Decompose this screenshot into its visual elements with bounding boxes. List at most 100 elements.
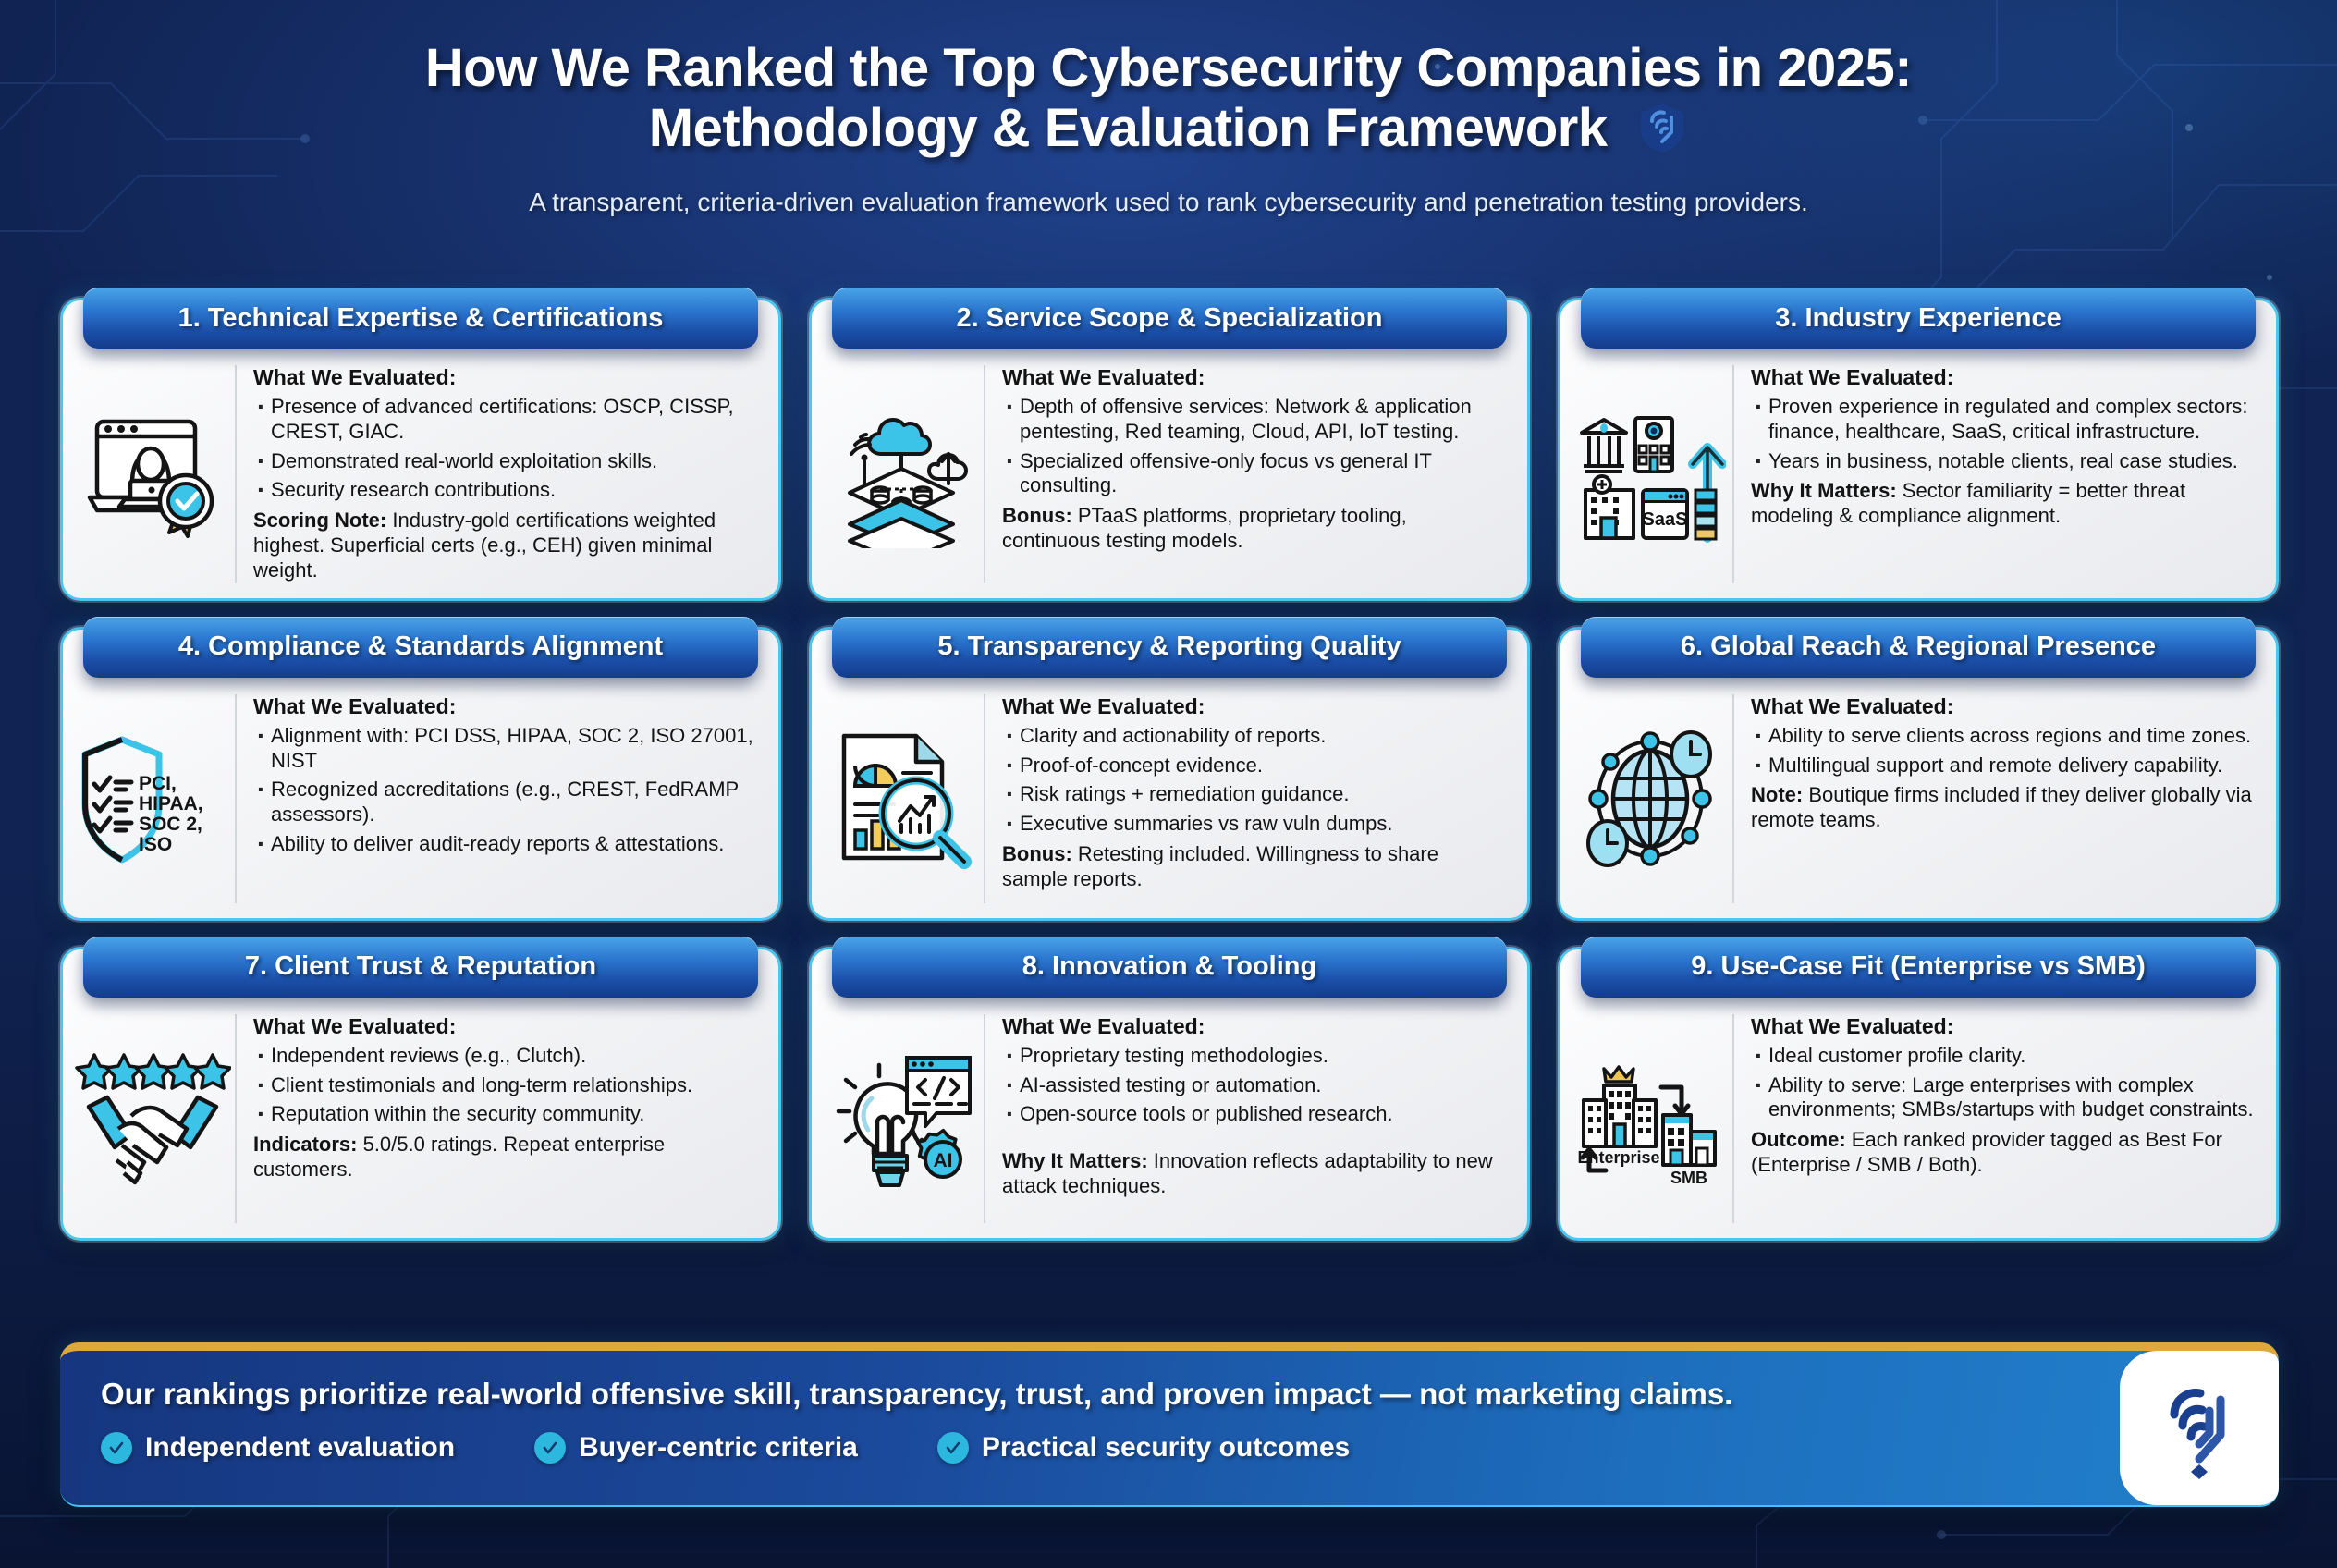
stars-handshake-icon	[70, 1014, 235, 1223]
bullet-list-8: Proprietary testing methodologies. AI-as…	[1002, 1040, 1509, 1131]
note-text: Sector familiarity = better threat model…	[1751, 479, 2186, 528]
list-item: Clarity and actionability of reports.	[1002, 720, 1509, 752]
criteria-card-6[interactable]: 6. Global Reach & Regional Presence	[1558, 616, 2279, 921]
criteria-card-8[interactable]: 8. Innovation & Tooling	[809, 936, 1530, 1241]
title-line-1: How We Ranked the Top Cybersecurity Comp…	[424, 38, 1913, 98]
banner-chip-label: Buyer-centric criteria	[579, 1432, 858, 1463]
list-item: Proven experience in regulated and compl…	[1751, 391, 2257, 445]
what-we-evaluated-label-2: What We Evaluated:	[1002, 365, 1205, 389]
list-item: Client testimonials and long-term relati…	[253, 1070, 760, 1101]
list-item: Ability to serve: Large enterprises with…	[1751, 1070, 2257, 1123]
card-header-4: 4. Compliance & Standards Alignment	[83, 616, 758, 678]
banner-chip-2: Buyer-centric criteria	[534, 1432, 858, 1464]
banner-chip-label: Independent evaluation	[145, 1432, 456, 1463]
card-note-5: Bonus: Retesting included. Willingness t…	[1002, 842, 1509, 892]
card-header-1: 1. Technical Expertise & Certifications	[83, 288, 758, 349]
buildings-growth-saas-icon: SaaS	[1568, 365, 1732, 583]
list-item: Security research contributions.	[253, 475, 760, 507]
card-header-7: 7. Client Trust & Reputation	[83, 936, 758, 998]
note-label: Outcome:	[1751, 1128, 1846, 1152]
card-note-3: Why It Matters: Sector familiarity = bet…	[1751, 479, 2257, 529]
bullet-list-2: Depth of offensive services: Network & a…	[1002, 391, 1509, 499]
list-item: Years in business, notable clients, real…	[1751, 446, 2257, 477]
bullet-list-1: Presence of advanced certifications: OSC…	[253, 391, 760, 507]
card-header-6: 6. Global Reach & Regional Presence	[1581, 616, 2256, 678]
enterprise-smb-buildings-icon: Enterprise SMB	[1568, 1014, 1732, 1223]
card-header-3: 3. Industry Experience	[1581, 288, 2256, 349]
what-we-evaluated-label-9: What We Evaluated:	[1751, 1013, 1954, 1038]
note-text: Industry-gold certifications weighted hi…	[253, 508, 716, 582]
title-line-2: Methodology & Evaluation Framework	[648, 97, 1608, 158]
what-we-evaluated-label-5: What We Evaluated:	[1002, 693, 1205, 718]
what-we-evaluated-label-8: What We Evaluated:	[1002, 1013, 1205, 1038]
svg-text:SaaS: SaaS	[1643, 509, 1688, 530]
bullet-list-9: Ideal customer profile clarity. Ability …	[1751, 1040, 2257, 1123]
card-title-6: 6. Global Reach & Regional Presence	[1680, 631, 2157, 662]
what-we-evaluated-label-3: What We Evaluated:	[1751, 365, 1954, 389]
list-item: AI-assisted testing or automation.	[1002, 1070, 1509, 1101]
card-note-1: Scoring Note: Industry-gold certificatio…	[253, 508, 760, 582]
page-subtitle: A transparent, criteria-driven evaluatio…	[529, 187, 1808, 216]
bullet-list-3: Proven experience in regulated and compl…	[1751, 391, 2257, 477]
svg-text:SMB: SMB	[1670, 1169, 1707, 1187]
icon-label: SOC 2,	[139, 814, 202, 835]
criteria-card-1[interactable]: 1. Technical Expertise & Certifications	[60, 288, 781, 601]
note-label: Note:	[1751, 783, 1804, 807]
criteria-card-4[interactable]: 4. Compliance & Standards Alignment	[60, 616, 781, 921]
list-item: Ideal customer profile clarity.	[1751, 1040, 2257, 1072]
criteria-grid: 1. Technical Expertise & Certifications	[60, 288, 2279, 1241]
icon-label: HIPAA,	[139, 793, 203, 815]
criteria-card-2[interactable]: 2. Service Scope & Specialization	[809, 288, 1530, 601]
what-we-evaluated-label-6: What We Evaluated:	[1751, 693, 1954, 718]
list-item: Risk ratings + remediation guidance.	[1002, 778, 1509, 810]
list-item: Ability to deliver audit-ready reports &…	[253, 828, 760, 860]
brand-shield-icon	[1636, 101, 1688, 167]
hacker-laptop-certificate-icon	[70, 365, 235, 583]
banner-chip-1: Independent evaluation	[101, 1432, 455, 1464]
report-magnifier-icon	[819, 694, 984, 903]
card-note-6: Note: Boutique firms included if they de…	[1751, 783, 2257, 833]
banner-lead-text: Our rankings prioritize real-world offen…	[101, 1377, 1733, 1411]
note-text: 5.0/5.0 ratings. Repeat enterprise custo…	[253, 1133, 666, 1182]
svg-text:Enterprise: Enterprise	[1577, 1148, 1659, 1167]
what-we-evaluated-label-1: What We Evaluated:	[253, 365, 457, 389]
list-item: Executive summaries vs raw vuln dumps.	[1002, 808, 1509, 839]
card-header-5: 5. Transparency & Reporting Quality	[832, 616, 1507, 678]
card-title-3: 3. Industry Experience	[1775, 302, 2062, 333]
check-circle-icon	[534, 1432, 567, 1464]
list-item: Proof-of-concept evidence.	[1002, 750, 1509, 781]
note-label: Bonus:	[1002, 842, 1072, 866]
icon-label: ISO	[139, 834, 172, 855]
check-circle-icon	[101, 1432, 132, 1464]
list-item: Ability to serve clients across regions …	[1751, 720, 2257, 752]
list-item: Presence of advanced certifications: OSC…	[253, 391, 760, 445]
card-note-8: Why It Matters: Innovation reflects adap…	[1002, 1149, 1509, 1199]
list-item: Reputation within the security community…	[253, 1098, 760, 1130]
note-spacer	[1002, 1133, 1509, 1147]
note-text: Boutique firms included if they deliver …	[1751, 783, 2252, 832]
bullet-list-4: Alignment with: PCI DSS, HIPAA, SOC 2, I…	[253, 720, 760, 860]
card-header-9: 9. Use-Case Fit (Enterprise vs SMB)	[1581, 936, 2256, 998]
list-item: Specialized offensive-only focus vs gene…	[1002, 446, 1509, 499]
banner-brand-logo	[2120, 1351, 2279, 1505]
note-label: Scoring Note:	[253, 508, 387, 533]
svg-text:AI: AI	[933, 1150, 952, 1171]
note-text: Each ranked provider tagged as Best For …	[1751, 1128, 2222, 1177]
banner-chip-3: Practical security outcomes	[936, 1432, 1351, 1464]
card-title-4: 4. Compliance & Standards Alignment	[177, 631, 664, 662]
banner-chip-label: Practical security outcomes	[981, 1432, 1351, 1463]
lightbulb-code-ai-icon: AI	[819, 1014, 984, 1223]
bullet-list-5: Clarity and actionability of reports. Pr…	[1002, 720, 1509, 839]
criteria-card-9[interactable]: 9. Use-Case Fit (Enterprise vs SMB)	[1558, 936, 2279, 1241]
card-title-8: 8. Innovation & Tooling	[1022, 951, 1317, 982]
globe-clocks-icon	[1568, 694, 1732, 903]
page-header: How We Ranked the Top Cybersecurity Comp…	[0, 0, 2337, 217]
criteria-card-3[interactable]: 3. Industry Experience	[1558, 288, 2279, 601]
bullet-list-6: Ability to serve clients across regions …	[1751, 720, 2257, 781]
note-label: Why It Matters:	[1002, 1149, 1148, 1173]
criteria-card-5[interactable]: 5. Transparency & Reporting Quality	[809, 616, 1530, 921]
criteria-card-7[interactable]: 7. Client Trust & Reputation	[60, 936, 781, 1241]
list-item: Open-source tools or published research.	[1002, 1098, 1509, 1130]
list-item: Demonstrated real-world exploitation ski…	[253, 446, 760, 477]
shield-fingerprint-logo-icon	[2152, 1371, 2246, 1485]
